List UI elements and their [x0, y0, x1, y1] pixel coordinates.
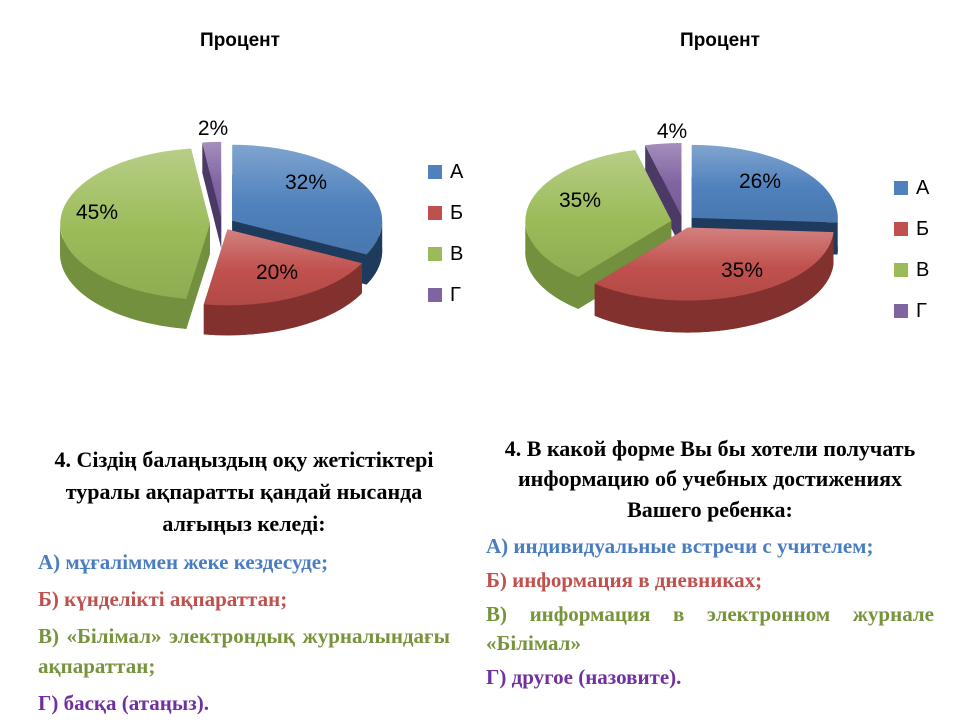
legend-label: Б: [916, 218, 930, 240]
legend-label: Б: [450, 202, 464, 224]
legend-item: Б: [894, 219, 929, 239]
legend-swatch: [894, 304, 908, 318]
question-heading: 4. Сіздің балаңыздың оқу жетістіктері ту…: [54, 447, 434, 537]
legend-swatch: [894, 222, 908, 236]
legend-swatch: [428, 288, 442, 302]
pie-slice-Б: [203, 229, 362, 336]
legend-label: А: [916, 177, 930, 199]
pie-data-label: 4%: [657, 120, 687, 143]
pie-data-label: 32%: [285, 171, 327, 194]
legend-item: Г: [428, 285, 463, 305]
legend-item: В: [428, 244, 463, 264]
legend-swatch: [428, 247, 442, 261]
legend-label: А: [450, 161, 464, 183]
legend-label: В: [450, 243, 464, 265]
pie-data-label: 35%: [721, 259, 763, 282]
pie-left-svg: 32% 20% 45% 2%: [60, 117, 383, 336]
pie-slice-В: [525, 150, 672, 309]
option-g: Г) басқа (атаңыз).: [38, 690, 209, 715]
legend-label: Г: [916, 300, 927, 322]
legend-item: В: [894, 260, 929, 280]
pie-right-svg: 26% 35% 35% 4%: [525, 120, 838, 333]
option-a: А) индивидуальные встречи с учителем;: [486, 534, 874, 559]
pie-slice-В: [60, 148, 210, 329]
legend-item: Г: [894, 301, 929, 321]
question-russian: 4. В какой форме Вы бы хотели получать и…: [486, 434, 934, 697]
question-heading: 4. В какой форме Вы бы хотели получать и…: [504, 436, 916, 522]
legend-label: В: [916, 259, 930, 281]
pie-data-label: 35%: [559, 189, 601, 212]
option-g: Г) другое (назовите).: [486, 664, 682, 689]
legend-swatch: [428, 206, 442, 220]
pie-data-label: 2%: [198, 117, 228, 140]
question-kazakh: 4. Сіздің балаңыздың оқу жетістіктері ту…: [38, 444, 450, 725]
chart-title: Процент: [200, 30, 280, 51]
pie-data-label: 26%: [739, 170, 781, 193]
legend-swatch: [428, 165, 442, 179]
legend-swatch: [894, 181, 908, 195]
option-v: В) «Білімал» электрондық журналындағы ақ…: [38, 623, 450, 679]
legend-label: Г: [450, 284, 461, 306]
option-v: В) информация в электронном журнале «Біл…: [486, 602, 934, 655]
pie-slice-Б: [594, 227, 834, 333]
chart-title: Процент: [680, 30, 760, 51]
option-a: А) мұғаліммен жеке кездесуде;: [38, 550, 329, 575]
legend-swatch: [894, 263, 908, 277]
legend-item: А: [894, 178, 929, 198]
pie-data-label: 20%: [256, 261, 298, 284]
legend-item: А: [428, 162, 463, 182]
option-b: Б) информация в дневниках;: [486, 568, 763, 593]
legend-item: Б: [428, 203, 463, 223]
pie-slice-Г: [202, 141, 222, 248]
option-b: Б) күнделікті ақпараттан;: [38, 586, 288, 611]
pie-data-label: 45%: [76, 201, 118, 224]
questions-row: 4. Сіздің балаңыздың оқу жетістіктері ту…: [0, 428, 960, 725]
